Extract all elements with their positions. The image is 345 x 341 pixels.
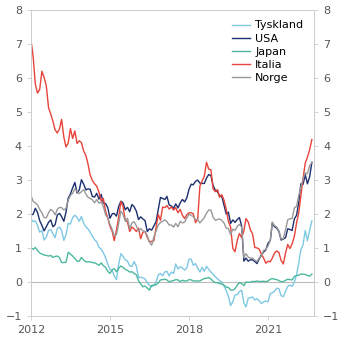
Line: Norge: Norge <box>31 162 312 262</box>
Legend: Tyskland, USA, Japan, Italia, Norge: Tyskland, USA, Japan, Italia, Norge <box>230 18 306 85</box>
Line: USA: USA <box>31 162 312 264</box>
Line: Tyskland: Tyskland <box>31 215 312 307</box>
Line: Japan: Japan <box>31 248 312 290</box>
Line: Italia: Italia <box>31 40 312 264</box>
